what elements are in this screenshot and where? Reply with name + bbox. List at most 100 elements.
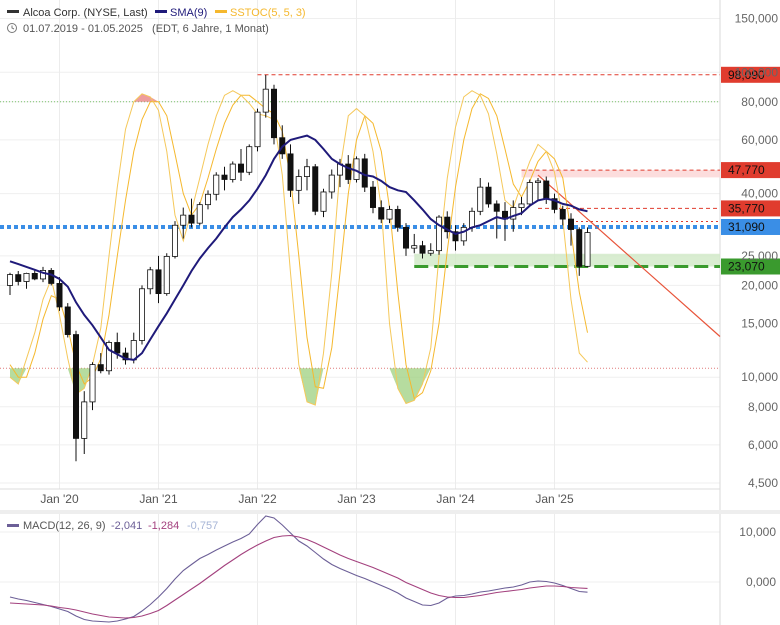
candle: [287, 144, 294, 197]
candle: [254, 108, 261, 152]
candle: [147, 266, 154, 295]
candle: [460, 223, 467, 246]
candle-body-down: [576, 229, 583, 267]
candle-body-up: [468, 210, 475, 228]
y-tick-label: 25,000: [741, 249, 778, 263]
legend-sstoc-label: SSTOC(5, 5, 3): [230, 7, 306, 19]
candle: [402, 223, 409, 256]
y-tick-label: 20,000: [741, 278, 778, 292]
candle: [155, 255, 162, 304]
level-badge: 23,070: [721, 258, 780, 275]
candle-body-up: [229, 163, 236, 180]
level-badge-label: 23,070: [728, 260, 765, 274]
level-badge-bg: [721, 218, 780, 235]
candle-body-up: [130, 340, 137, 361]
candle-body-up: [23, 272, 30, 282]
x-tick-label: Jan '21: [139, 492, 178, 506]
candle-body-down: [73, 334, 80, 439]
candle: [435, 215, 442, 255]
macd-tick-labels: 10,000 0,000: [739, 525, 776, 589]
macd-title: MACD(12, 26, 9): [23, 520, 106, 532]
candle-body-down: [543, 180, 550, 200]
candle-body-down: [402, 226, 409, 249]
level-badge-bg: [721, 258, 780, 275]
x-tick-labels: Jan '20 Jan '21 Jan '22 Jan '23 Jan '24 Jan '…: [40, 492, 574, 506]
y-tick-label: 10,000: [741, 370, 778, 384]
candle-body-down: [56, 283, 63, 308]
candle-body-down: [493, 203, 500, 212]
legend: Alcoa Corp. (NYSE, Last) SMA(9) SSTOC(5,…: [7, 7, 306, 35]
level-badge-bg: [721, 66, 780, 83]
candle-body-up: [81, 401, 88, 439]
candle-body-up: [526, 182, 533, 205]
y-tick-label: 60,000: [741, 133, 778, 147]
candle-body-up: [138, 288, 145, 341]
macd-y-tick-label: 10,000: [739, 525, 776, 539]
candle: [345, 155, 352, 185]
level-badge-label: 98,090: [728, 68, 765, 82]
sstoc-d-line: [9, 93, 588, 400]
candle-body-up: [254, 111, 261, 148]
candle: [246, 144, 253, 176]
candle: [394, 205, 401, 232]
candle-body-up: [213, 174, 220, 195]
candle: [568, 213, 575, 246]
candle: [171, 221, 178, 259]
candle: [452, 225, 459, 251]
candle-body-up: [386, 209, 393, 220]
candle-body-down: [485, 186, 492, 205]
candle: [386, 205, 393, 224]
candle-body-down: [394, 209, 401, 228]
candle: [369, 180, 376, 214]
candle: [526, 179, 533, 206]
x-tick-label: Jan '23: [337, 492, 376, 506]
candle-body-down: [155, 269, 162, 295]
level-badge-label: 35,770: [728, 201, 765, 215]
candle: [97, 353, 104, 374]
macd-legend-swatch: [7, 524, 19, 527]
candle-body-up: [303, 166, 310, 177]
candle: [427, 243, 434, 256]
candle-body-up: [246, 146, 253, 173]
legend-title: Alcoa Corp. (NYSE, Last): [23, 7, 148, 19]
candle: [7, 272, 13, 296]
level-badge-bg: [721, 162, 780, 179]
candle-body-up: [171, 224, 178, 257]
candle: [56, 277, 63, 311]
candle-body-up: [328, 174, 335, 193]
oversold-zone: [59, 368, 101, 395]
level-badge: 31,090: [721, 218, 780, 235]
candle: [262, 74, 269, 118]
macd-lines: [9, 515, 588, 623]
candle: [485, 182, 492, 208]
candle-body-down: [48, 270, 55, 284]
candle: [551, 193, 558, 214]
candle: [493, 200, 500, 239]
candle-body-up: [40, 270, 47, 280]
x-tick-label: Jan '20: [40, 492, 79, 506]
level-badge: 47,770: [721, 162, 780, 179]
sstoc-lines: [9, 90, 588, 406]
level-badge-bg: [721, 200, 780, 217]
legend-sstoc-swatch: [215, 10, 227, 13]
candle-body-up: [320, 191, 327, 212]
candle: [295, 169, 302, 204]
candle: [361, 153, 368, 192]
candle-body-up: [518, 203, 525, 208]
candle-body-up: [204, 193, 211, 206]
candle-body-down: [221, 174, 228, 180]
candle-body-down: [97, 364, 104, 372]
date-range: 01.07.2019 - 01.05.2025 (EDT, 6 Jahre, 1…: [23, 23, 269, 35]
candle-body-down: [419, 245, 426, 254]
macd-value-1: -2,041: [111, 520, 142, 532]
candle-body-down: [15, 274, 22, 282]
candle: [81, 391, 88, 455]
sma9-line: [9, 134, 588, 361]
candle-body-down: [312, 166, 319, 212]
candle-body-down: [345, 163, 352, 180]
candle: [535, 178, 542, 201]
x-tick-label: Jan '24: [436, 492, 475, 506]
candle-body-up: [477, 186, 484, 212]
y-tick-label: 8,000: [748, 400, 778, 414]
